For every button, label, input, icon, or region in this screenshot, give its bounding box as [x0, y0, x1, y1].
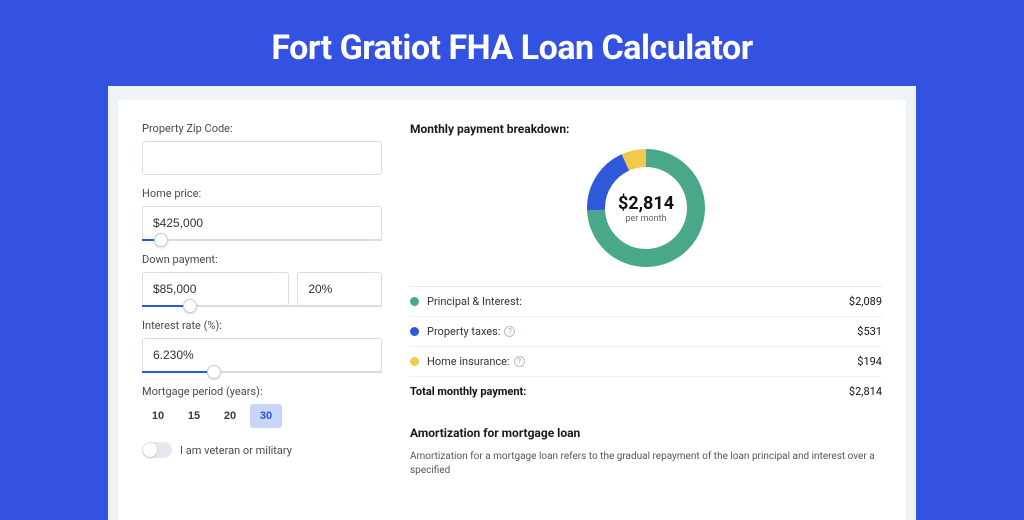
- row-value: $2,089: [849, 295, 882, 308]
- amortization-title: Amortization for mortgage loan: [410, 426, 882, 440]
- donut-sub: per month: [625, 214, 666, 224]
- row-label: Home insurance:?: [427, 355, 857, 368]
- period-label: Mortgage period (years):: [142, 385, 382, 398]
- interest-label: Interest rate (%):: [142, 319, 382, 332]
- interest-slider[interactable]: [142, 371, 382, 373]
- row-value: $194: [857, 355, 882, 368]
- veteran-toggle[interactable]: [142, 442, 172, 458]
- down-payment-amount-input[interactable]: [142, 272, 289, 306]
- breakdown-total-row: Total monthly payment: $2,814: [410, 376, 882, 406]
- period-btn-20[interactable]: 20: [214, 404, 246, 428]
- veteran-label: I am veteran or military: [180, 444, 292, 457]
- total-value: $2,814: [849, 385, 882, 398]
- breakdown-row: Property taxes:?$531: [410, 316, 882, 346]
- breakdown-rows: Principal & Interest: $2,089 Property taxe…: [410, 286, 882, 376]
- row-label-text: Principal & Interest:: [427, 295, 522, 308]
- legend-dot: [410, 357, 419, 366]
- breakdown-row: Home insurance:?$194: [410, 346, 882, 376]
- total-label: Total monthly payment:: [410, 385, 849, 398]
- zip-field-group: Property Zip Code:: [142, 122, 382, 175]
- period-btn-30[interactable]: 30: [250, 404, 282, 428]
- info-icon[interactable]: ?: [504, 326, 515, 337]
- donut-wrap: $2,814 per month: [410, 148, 882, 268]
- period-btn-10[interactable]: 10: [142, 404, 174, 428]
- period-buttons: 10152030: [142, 404, 382, 428]
- down-payment-group: Down payment:: [142, 253, 382, 307]
- down-payment-percent-input[interactable]: [297, 272, 382, 306]
- donut-chart: $2,814 per month: [586, 148, 706, 268]
- veteran-toggle-knob: [143, 443, 157, 457]
- breakdown-column: Monthly payment breakdown: $2,814 per mo…: [410, 122, 882, 498]
- card-outer: Property Zip Code: Home price: Down paym…: [108, 86, 916, 520]
- row-label: Property taxes:?: [427, 325, 857, 338]
- calculator-card: Property Zip Code: Home price: Down paym…: [118, 100, 906, 520]
- veteran-row: I am veteran or military: [142, 442, 382, 458]
- home-price-group: Home price:: [142, 187, 382, 241]
- page-title: Fort Gratiot FHA Loan Calculator: [0, 0, 1024, 86]
- breakdown-row: Principal & Interest: $2,089: [410, 286, 882, 316]
- info-icon[interactable]: ?: [514, 356, 525, 367]
- home-price-label: Home price:: [142, 187, 382, 200]
- zip-input[interactable]: [142, 141, 382, 175]
- row-label-text: Property taxes:: [427, 325, 500, 338]
- row-label-text: Home insurance:: [427, 355, 510, 368]
- legend-dot: [410, 327, 419, 336]
- donut-amount: $2,814: [618, 193, 674, 214]
- down-payment-slider-thumb[interactable]: [183, 299, 197, 313]
- amortization-text: Amortization for a mortgage loan refers …: [410, 450, 882, 478]
- zip-label: Property Zip Code:: [142, 122, 382, 135]
- donut-center: $2,814 per month: [586, 148, 706, 268]
- home-price-slider[interactable]: [142, 239, 382, 241]
- row-value: $531: [857, 325, 882, 338]
- interest-group: Interest rate (%):: [142, 319, 382, 373]
- interest-slider-thumb[interactable]: [207, 365, 221, 379]
- home-price-slider-thumb[interactable]: [154, 233, 168, 247]
- period-btn-15[interactable]: 15: [178, 404, 210, 428]
- interest-input[interactable]: [142, 338, 382, 372]
- legend-dot: [410, 297, 419, 306]
- form-column: Property Zip Code: Home price: Down paym…: [142, 122, 382, 498]
- down-payment-slider[interactable]: [142, 305, 382, 307]
- period-group: Mortgage period (years): 10152030: [142, 385, 382, 428]
- home-price-input[interactable]: [142, 206, 382, 240]
- interest-slider-fill: [142, 371, 214, 373]
- down-payment-label: Down payment:: [142, 253, 382, 266]
- row-label: Principal & Interest:: [427, 295, 849, 308]
- breakdown-title: Monthly payment breakdown:: [410, 122, 882, 136]
